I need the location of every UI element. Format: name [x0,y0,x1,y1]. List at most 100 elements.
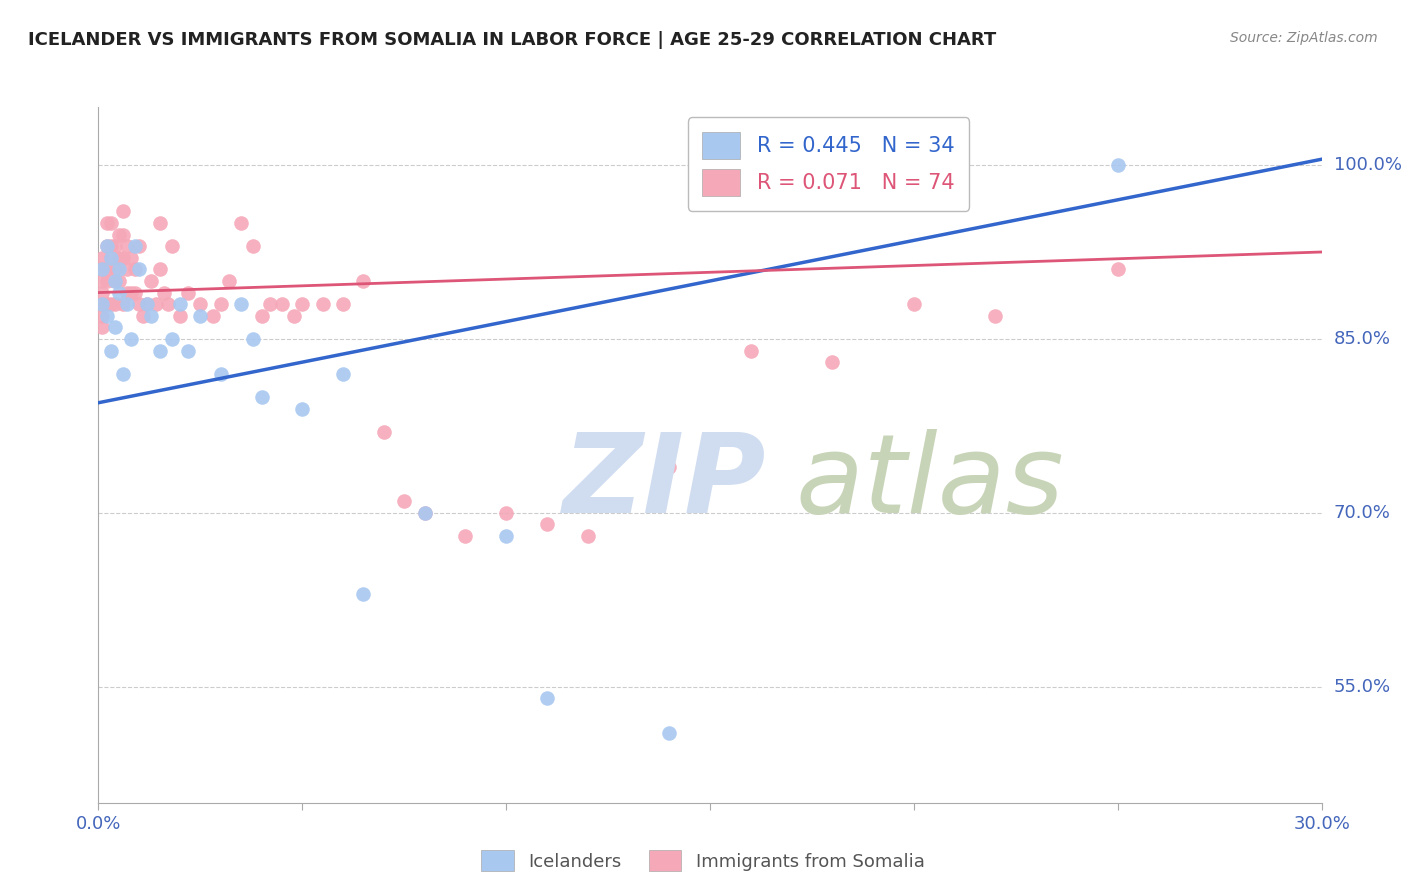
Point [96,297,118,311]
Point [96,274,118,288]
Point [91,320,114,334]
Point [115,285,138,300]
Point [658,459,681,474]
Point [201,309,224,323]
Point [96,239,118,253]
Point [96,309,118,323]
Text: atlas: atlas [796,429,1064,536]
Point [283,309,305,323]
Point [91,262,114,277]
Point [104,320,127,334]
Point [100,343,122,358]
Point [141,274,163,288]
Point [250,309,273,323]
Point [218,274,240,288]
Point [177,285,200,300]
Point [108,274,131,288]
Point [145,297,167,311]
Point [120,285,142,300]
Point [231,297,253,311]
Text: 100.0%: 100.0% [1334,156,1402,174]
Point [149,216,172,230]
Point [111,204,134,219]
Point [115,262,138,277]
Point [576,529,599,543]
Point [96,216,118,230]
Point [270,297,294,311]
Point [177,343,200,358]
Point [136,297,159,311]
Point [454,529,477,543]
Point [111,297,134,311]
Point [536,517,558,532]
Legend: R = 0.445   N = 34, R = 0.071   N = 74: R = 0.445 N = 34, R = 0.071 N = 74 [688,118,969,211]
Point [495,529,517,543]
Point [392,494,416,508]
Point [104,262,127,277]
Point [108,285,131,300]
Point [136,297,159,311]
Point [413,506,436,520]
Point [291,297,314,311]
Point [373,425,395,439]
Point [209,367,232,381]
Point [91,285,114,300]
Point [740,343,762,358]
Point [124,285,146,300]
Legend: Icelanders, Immigrants from Somalia: Icelanders, Immigrants from Somalia [474,843,932,879]
Point [96,239,118,253]
Text: 55.0%: 55.0% [1334,678,1391,696]
Point [495,506,517,520]
Point [91,309,114,323]
Point [231,216,253,230]
Point [96,262,118,277]
Point [536,691,558,706]
Point [658,726,681,740]
Point [312,297,335,311]
Point [100,251,122,265]
Point [115,239,138,253]
Point [91,274,114,288]
Point [124,262,146,277]
Point [115,297,138,311]
Point [124,239,146,253]
Point [111,227,134,242]
Text: 70.0%: 70.0% [1334,504,1391,522]
Point [91,251,114,265]
Point [152,285,174,300]
Point [104,297,127,311]
Point [120,251,142,265]
Point [169,297,191,311]
Point [169,309,191,323]
Point [108,262,131,277]
Text: ZIP: ZIP [564,429,766,536]
Point [188,309,212,323]
Text: 85.0%: 85.0% [1334,330,1391,348]
Point [108,227,131,242]
Text: Source: ZipAtlas.com: Source: ZipAtlas.com [1230,31,1378,45]
Point [100,216,122,230]
Point [120,332,142,346]
Point [984,309,1007,323]
Point [160,332,183,346]
Point [104,239,127,253]
Point [111,251,134,265]
Point [903,297,925,311]
Point [188,297,212,311]
Point [108,251,131,265]
Point [291,401,314,416]
Point [91,297,114,311]
Point [821,355,844,369]
Point [141,309,163,323]
Point [104,274,127,288]
Point [259,297,281,311]
Point [128,262,150,277]
Point [209,297,232,311]
Text: ICELANDER VS IMMIGRANTS FROM SOMALIA IN LABOR FORCE | AGE 25-29 CORRELATION CHAR: ICELANDER VS IMMIGRANTS FROM SOMALIA IN … [28,31,997,49]
Point [132,309,155,323]
Point [91,297,114,311]
Point [242,332,264,346]
Point [100,297,122,311]
Point [128,297,150,311]
Point [128,239,150,253]
